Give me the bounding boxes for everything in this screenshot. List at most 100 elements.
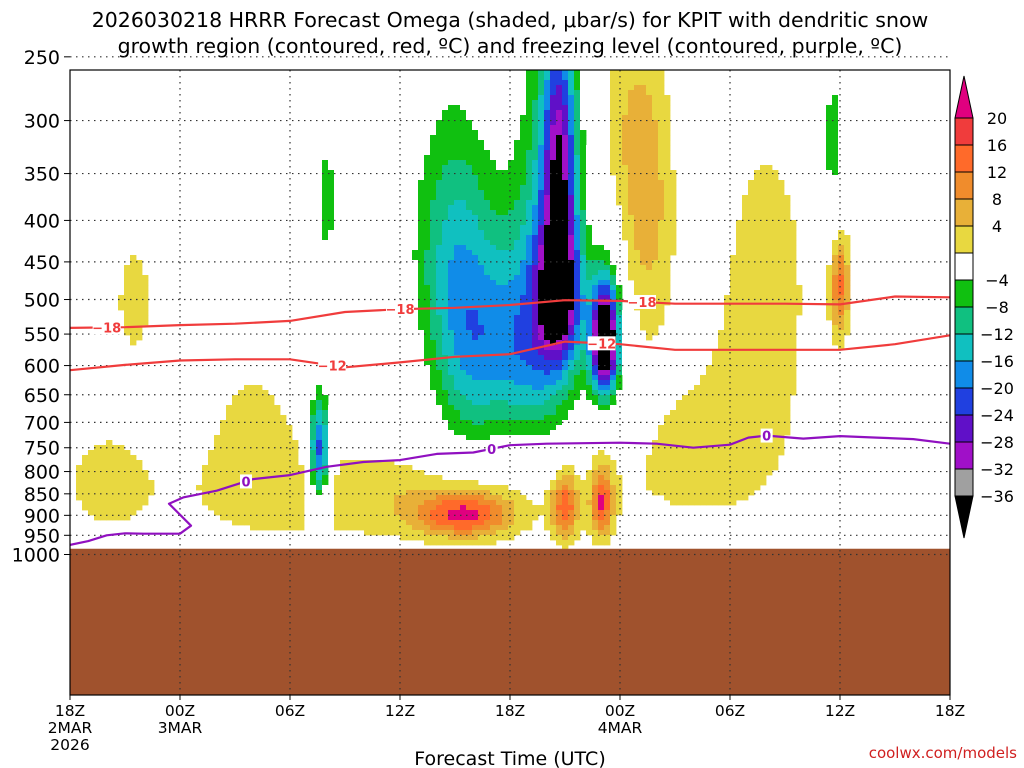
- omega-cell: [688, 405, 695, 411]
- omega-cell: [616, 190, 623, 196]
- omega-cell: [562, 100, 569, 106]
- omega-cell: [340, 470, 347, 476]
- omega-cell: [616, 90, 623, 96]
- omega-cell: [550, 110, 557, 116]
- omega-cell: [556, 400, 563, 406]
- omega-cell: [262, 470, 269, 476]
- omega-cell: [652, 175, 659, 181]
- omega-cell: [490, 320, 497, 326]
- omega-cell: [442, 165, 449, 171]
- omega-cell: [526, 360, 533, 366]
- omega-cell: [592, 325, 599, 331]
- omega-cell: [742, 325, 749, 331]
- omega-cell: [580, 260, 587, 266]
- omega-cell: [580, 365, 587, 371]
- omega-cell: [220, 425, 227, 431]
- omega-cell: [706, 430, 713, 436]
- omega-cell: [754, 220, 761, 226]
- omega-cell: [508, 315, 515, 321]
- omega-cell: [328, 80, 335, 86]
- omega-cell: [550, 385, 557, 391]
- omega-cell: [460, 210, 467, 216]
- omega-cell: [448, 115, 455, 121]
- omega-cell: [652, 140, 659, 146]
- omega-cell: [532, 75, 539, 81]
- omega-cell: [106, 475, 113, 481]
- omega-cell: [748, 230, 755, 236]
- omega-cell: [754, 350, 761, 356]
- omega-cell: [448, 310, 455, 316]
- omega-cell: [520, 230, 527, 236]
- omega-cell: [562, 425, 569, 431]
- omega-cell: [940, 190, 947, 196]
- omega-cell: [652, 120, 659, 126]
- omega-cell: [250, 480, 257, 486]
- omega-cell: [304, 435, 311, 441]
- omega-cell: [544, 405, 551, 411]
- omega-cell: [748, 325, 755, 331]
- omega-cell: [550, 200, 557, 206]
- omega-cell: [418, 230, 425, 236]
- omega-cell: [742, 390, 749, 396]
- omega-cell: [502, 165, 509, 171]
- omega-cell: [754, 430, 761, 436]
- omega-cell: [556, 300, 563, 306]
- omega-cell: [556, 200, 563, 206]
- omega-cell: [724, 415, 731, 421]
- omega-cell: [556, 175, 563, 181]
- omega-cell: [424, 265, 431, 271]
- omega-cell: [316, 125, 323, 131]
- omega-cell: [436, 395, 443, 401]
- omega-cell: [940, 180, 947, 186]
- omega-cell: [460, 440, 467, 446]
- omega-cell: [130, 320, 137, 326]
- omega-cell: [490, 415, 497, 421]
- omega-cell: [292, 440, 299, 446]
- omega-cell: [784, 305, 791, 311]
- omega-cell: [748, 275, 755, 281]
- omega-cell: [592, 235, 599, 241]
- omega-cell: [664, 185, 671, 191]
- omega-cell: [424, 490, 431, 496]
- omega-cell: [796, 285, 803, 291]
- omega-cell: [484, 75, 491, 81]
- omega-cell: [598, 305, 605, 311]
- omega-cell: [454, 405, 461, 411]
- omega-cell: [460, 395, 467, 401]
- omega-cell: [424, 245, 431, 251]
- omega-cell: [364, 465, 371, 471]
- omega-cell: [586, 160, 593, 166]
- omega-cell: [316, 265, 323, 271]
- omega-cell: [550, 445, 557, 451]
- omega-cell: [760, 275, 767, 281]
- omega-cell: [652, 85, 659, 91]
- omega-cell: [748, 420, 755, 426]
- omega-cell: [328, 260, 335, 266]
- omega-cell: [334, 130, 341, 136]
- omega-cell: [490, 205, 497, 211]
- omega-cell: [472, 350, 479, 356]
- omega-cell: [322, 155, 329, 161]
- omega-cell: [580, 400, 587, 406]
- omega-cell: [784, 330, 791, 336]
- omega-cell: [790, 270, 797, 276]
- omega-cell: [460, 360, 467, 366]
- omega-cell: [130, 300, 137, 306]
- omega-cell: [334, 165, 341, 171]
- omega-cell: [328, 280, 335, 286]
- omega-cell: [124, 320, 131, 326]
- omega-cell: [556, 280, 563, 286]
- omega-cell: [430, 145, 437, 151]
- omega-cell: [514, 405, 521, 411]
- omega-cell: [100, 485, 107, 491]
- omega-cell: [778, 295, 785, 301]
- omega-cell: [616, 295, 623, 301]
- omega-cell: [460, 180, 467, 186]
- omega-cell: [424, 260, 431, 266]
- omega-cell: [658, 490, 665, 496]
- omega-cell: [544, 265, 551, 271]
- omega-cell: [772, 375, 779, 381]
- omega-cell: [460, 135, 467, 141]
- omega-cell: [526, 120, 533, 126]
- omega-cell: [544, 85, 551, 91]
